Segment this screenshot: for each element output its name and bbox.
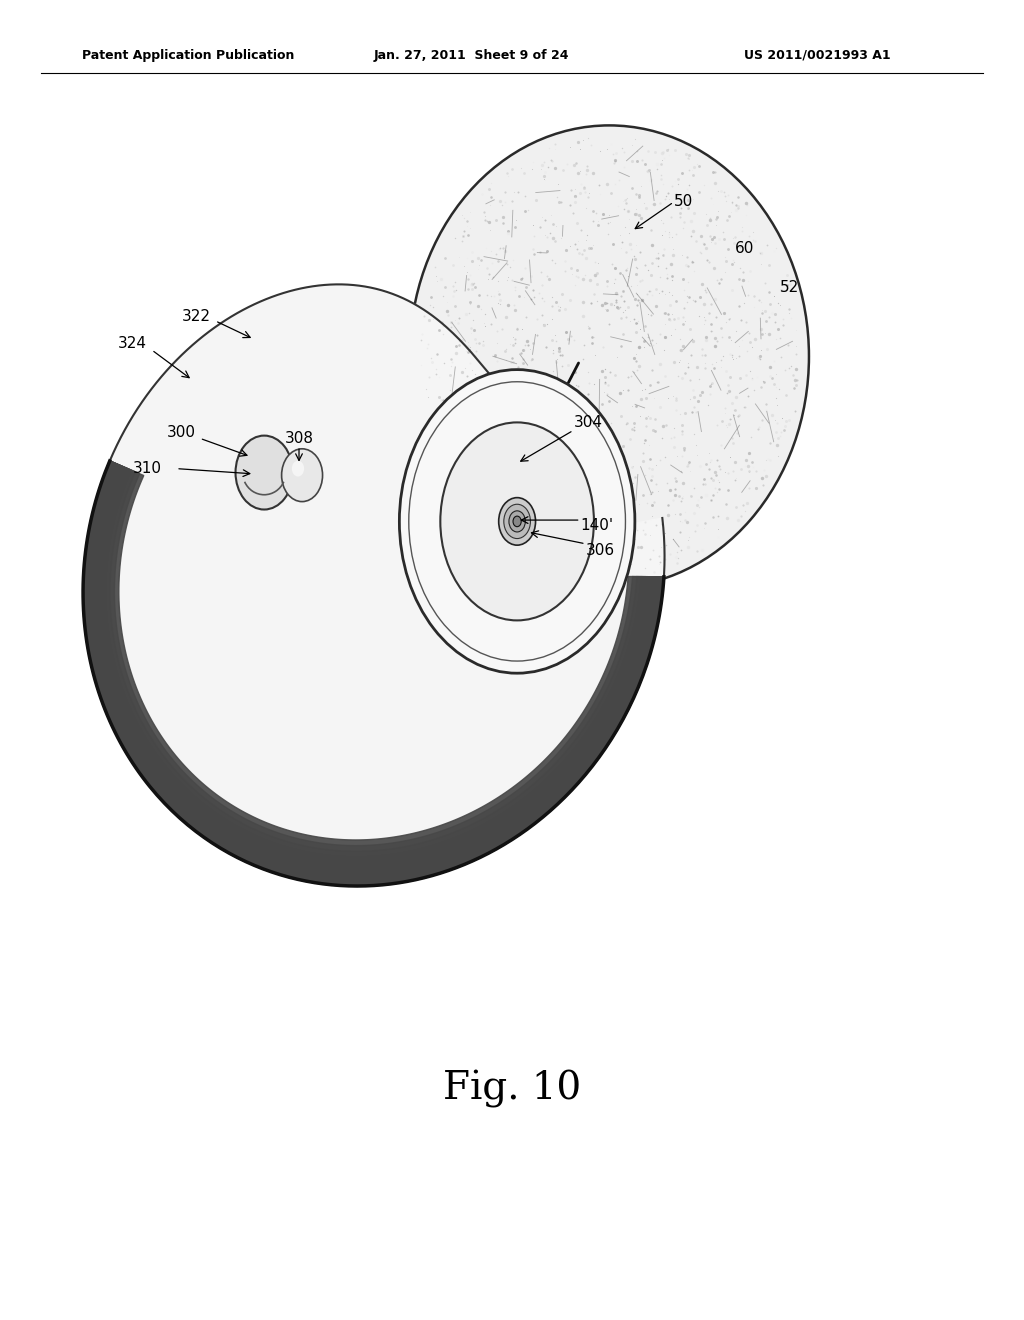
Text: 50: 50	[674, 194, 693, 210]
Polygon shape	[83, 461, 664, 886]
Text: 140': 140'	[581, 517, 613, 533]
Circle shape	[513, 516, 521, 527]
Circle shape	[399, 370, 635, 673]
Text: 304: 304	[573, 414, 602, 430]
Circle shape	[499, 498, 536, 545]
Text: 52: 52	[780, 280, 800, 296]
Text: 308: 308	[285, 430, 313, 446]
Polygon shape	[83, 461, 664, 886]
Text: US 2011/0021993 A1: US 2011/0021993 A1	[744, 49, 891, 62]
Circle shape	[292, 461, 304, 477]
Circle shape	[236, 436, 293, 510]
Polygon shape	[83, 284, 665, 886]
Circle shape	[504, 504, 530, 539]
Text: Patent Application Publication: Patent Application Publication	[82, 49, 294, 62]
Polygon shape	[83, 461, 664, 886]
Circle shape	[509, 511, 525, 532]
Circle shape	[282, 449, 323, 502]
Circle shape	[440, 422, 594, 620]
Text: Jan. 27, 2011  Sheet 9 of 24: Jan. 27, 2011 Sheet 9 of 24	[374, 49, 568, 62]
Text: 324: 324	[118, 335, 146, 351]
Text: 322: 322	[182, 309, 211, 325]
Polygon shape	[83, 461, 664, 886]
Text: 300: 300	[167, 425, 196, 441]
Polygon shape	[83, 461, 664, 886]
Text: 60: 60	[735, 240, 755, 256]
Polygon shape	[83, 461, 664, 886]
Polygon shape	[83, 461, 664, 886]
Polygon shape	[83, 461, 664, 886]
Text: 310: 310	[133, 461, 162, 477]
Text: 306: 306	[586, 543, 614, 558]
Ellipse shape	[410, 125, 809, 587]
Text: Fig. 10: Fig. 10	[442, 1071, 582, 1107]
